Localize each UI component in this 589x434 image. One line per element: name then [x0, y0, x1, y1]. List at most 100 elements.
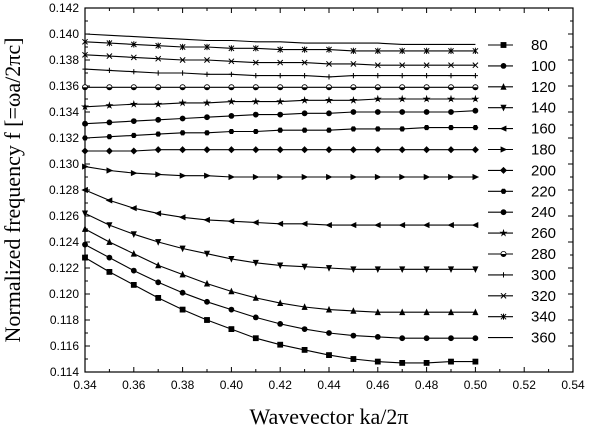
- data-point: [399, 359, 406, 366]
- data-point: [203, 84, 210, 91]
- data-point: [82, 38, 88, 45]
- data-point: [252, 128, 259, 135]
- data-point: [374, 84, 381, 91]
- data-point: [203, 216, 210, 223]
- legend-marker: [500, 209, 507, 216]
- data-point: [399, 126, 406, 132]
- data-point: [252, 259, 259, 267]
- data-point: [155, 70, 161, 76]
- data-point: [399, 308, 406, 316]
- legend-label: 300: [531, 267, 556, 284]
- data-point: [374, 173, 382, 181]
- data-point: [349, 146, 357, 154]
- series-line: [84, 54, 476, 66]
- data-point: [471, 222, 479, 229]
- data-point: [105, 197, 113, 204]
- data-point: [399, 173, 406, 181]
- data-point: [277, 299, 284, 307]
- data-point: [472, 266, 479, 274]
- data-point: [374, 222, 381, 229]
- data-point: [326, 330, 332, 336]
- data-point: [227, 218, 235, 225]
- legend: 80 100 120 140 160 180 200 220 240 260 280 300 320 34…: [488, 37, 556, 347]
- series-line: [84, 33, 476, 45]
- data-point: [301, 46, 308, 53]
- data-point: [228, 255, 235, 263]
- legend-label: 180: [531, 142, 556, 159]
- data-point: [252, 84, 259, 91]
- data-point: [399, 84, 406, 91]
- x-tick-label: 0.52: [513, 378, 537, 392]
- legend-label: 200: [531, 162, 556, 179]
- data-point: [252, 314, 259, 321]
- data-point: [252, 335, 259, 342]
- data-point: [277, 320, 284, 327]
- legend-item-180: 180: [488, 142, 556, 159]
- data-point: [399, 47, 406, 54]
- data-point: [228, 58, 235, 65]
- data-point: [228, 287, 235, 295]
- data-point: [179, 172, 187, 179]
- data-point: [155, 116, 162, 123]
- data-point: [472, 73, 478, 79]
- data-point: [422, 222, 430, 229]
- data-point: [374, 333, 381, 340]
- data-point: [105, 101, 114, 109]
- data-point: [423, 84, 430, 91]
- data-point: [423, 359, 430, 366]
- data-point: [155, 279, 162, 286]
- data-point: [82, 135, 88, 141]
- data-point: [325, 146, 333, 154]
- data-point: [204, 57, 210, 63]
- data-point: [179, 57, 186, 63]
- data-point: [81, 147, 89, 155]
- data-point: [301, 59, 308, 66]
- data-point: [277, 173, 284, 181]
- legend-marker: [499, 125, 507, 132]
- data-point: [447, 222, 454, 229]
- data-point: [251, 97, 260, 106]
- x-tick-label: 0.44: [317, 378, 341, 392]
- x-tick-label: 0.50: [464, 378, 488, 392]
- data-point: [228, 84, 235, 91]
- data-point: [82, 66, 88, 72]
- data-point: [105, 147, 113, 155]
- series-320: [82, 51, 479, 69]
- data-point: [326, 60, 332, 67]
- data-point: [350, 307, 357, 314]
- data-point: [423, 308, 430, 316]
- data-point: [472, 125, 479, 131]
- y-tick-label: 0.122: [49, 261, 79, 275]
- y-tick-label: 0.142: [49, 1, 79, 15]
- data-point: [155, 84, 162, 91]
- data-point: [326, 352, 332, 358]
- data-point: [277, 111, 284, 118]
- data-point: [277, 127, 284, 133]
- legend-label: 120: [531, 79, 556, 96]
- legend-item-320: 320: [488, 288, 556, 305]
- data-point: [155, 55, 162, 62]
- series-200: [81, 146, 479, 155]
- data-point: [448, 358, 454, 365]
- data-point: [130, 41, 137, 48]
- x-tick-label: 0.42: [269, 378, 293, 392]
- data-point: [423, 146, 431, 154]
- data-point: [106, 67, 112, 73]
- axes-group: 0.34 0.36 0.38 0.40 0.42 0.44 0.46 0.48 0.50 0.52…: [49, 1, 585, 392]
- data-point: [423, 173, 431, 181]
- data-point: [252, 294, 259, 301]
- data-point: [228, 173, 236, 181]
- data-point: [276, 220, 284, 227]
- data-point: [301, 84, 308, 91]
- data-point: [179, 245, 186, 253]
- data-point: [228, 71, 234, 77]
- data-point: [471, 146, 479, 154]
- y-tick-label: 0.132: [49, 131, 79, 145]
- series-80: [82, 254, 479, 366]
- data-point: [398, 94, 407, 103]
- data-point: [277, 73, 283, 79]
- y-tick-label: 0.140: [49, 27, 79, 41]
- data-point: [130, 249, 137, 257]
- data-point: [374, 62, 381, 69]
- x-tick-label: 0.54: [561, 378, 585, 392]
